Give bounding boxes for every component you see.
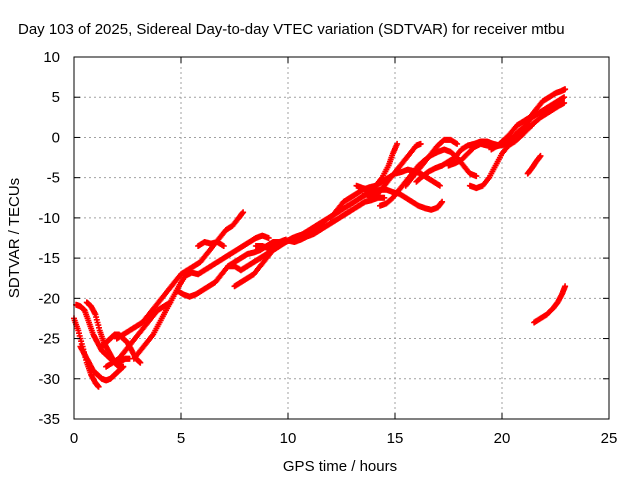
x-tick-label: 10 [280, 430, 297, 447]
data-series [353, 140, 401, 193]
data-series [488, 86, 569, 153]
data-point [454, 140, 461, 147]
y-tick-label: -30 [38, 371, 60, 388]
data-series [77, 343, 127, 384]
data-series [113, 209, 247, 342]
data-point [561, 99, 568, 106]
plot-frame [73, 56, 610, 420]
y-tick-label: -10 [38, 210, 60, 227]
x-tick-label: 0 [70, 430, 78, 447]
data-point [381, 194, 388, 201]
data-point [473, 173, 480, 180]
y-axis-label: SDTVAR / TECUs [6, 178, 23, 298]
data-point [240, 209, 247, 216]
data-series [466, 99, 568, 192]
y-tick-label: -25 [38, 331, 60, 348]
y-tick-label: -35 [38, 411, 60, 428]
x-tick-label: 20 [494, 430, 511, 447]
data-point [439, 198, 446, 205]
y-tick-label: 10 [43, 49, 60, 66]
y-tick-label: -20 [38, 290, 60, 307]
data-series [103, 299, 174, 370]
data-point [394, 140, 401, 147]
y-tick-label: -15 [38, 250, 60, 267]
data-series [195, 239, 227, 249]
data-series [130, 232, 272, 362]
data-point [561, 94, 568, 101]
axis-layer: 0 5 10 15 20 25 -35 -30 -25 -20 -15 -10 -5 0 5 10 [38, 49, 617, 447]
data-point [120, 363, 127, 370]
y-tick-label: 0 [52, 129, 60, 146]
data-series [524, 152, 544, 177]
data-point [436, 182, 443, 189]
data-series [531, 283, 569, 326]
chart-title: Day 103 of 2025, Sidereal Day-to-day VTE… [18, 21, 565, 38]
x-tick-label: 5 [177, 430, 185, 447]
data-point [537, 152, 544, 159]
data-point [95, 383, 102, 390]
data-layer [71, 86, 569, 390]
data-series [402, 136, 461, 189]
data-point [562, 86, 569, 93]
data-point [220, 243, 227, 249]
y-tick-label: 5 [52, 89, 60, 106]
x-axis-label: GPS time / hours [283, 458, 397, 475]
data-point [265, 235, 272, 241]
data-point [137, 359, 144, 366]
data-point [562, 283, 569, 290]
data-series [362, 140, 424, 201]
x-tick-label: 25 [601, 430, 618, 447]
y-tick-label: -5 [47, 170, 60, 187]
data-point [417, 140, 424, 147]
x-tick-label: 15 [387, 430, 404, 447]
